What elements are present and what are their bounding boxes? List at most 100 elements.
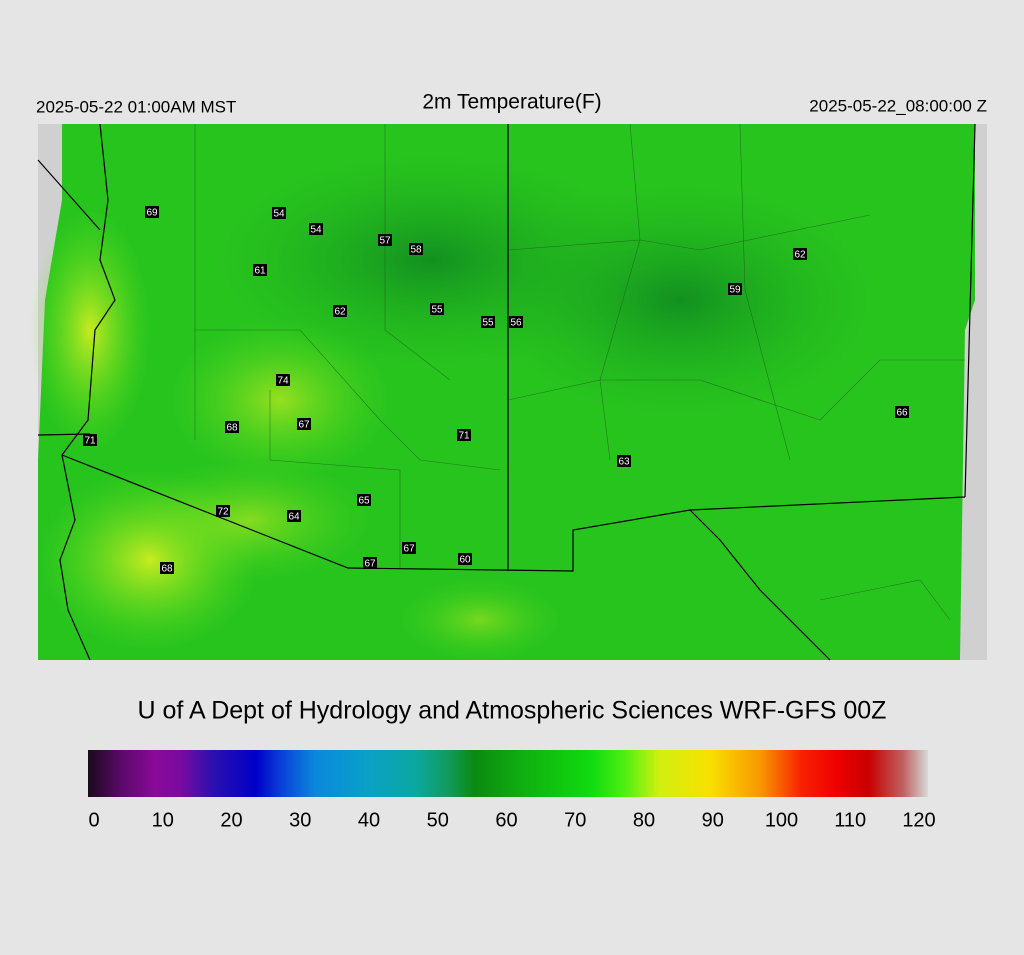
station-box (378, 234, 392, 246)
station-box (287, 510, 301, 522)
station: 67 (402, 542, 416, 555)
station-value: 69 (146, 208, 158, 219)
station-value: 55 (482, 318, 494, 329)
station-box (457, 429, 471, 441)
station: 71 (457, 429, 471, 442)
colorbar-tick-label: 50 (427, 809, 449, 831)
station-box (160, 562, 174, 574)
station-box (509, 316, 523, 328)
station-value: 58 (410, 245, 422, 256)
station-value: 57 (379, 236, 391, 247)
station-value: 72 (217, 507, 229, 518)
station-labels: 69 54 54 57 58 61 62 55 55 56 62 59 74 68 67 71 71 63 66 65… (83, 206, 909, 575)
colorbar-tick-label: 90 (702, 809, 724, 831)
station: 62 (793, 248, 807, 261)
colorbar-tick-label: 40 (358, 809, 380, 831)
station-box (225, 421, 239, 433)
station-box (793, 248, 807, 260)
station: 55 (481, 316, 495, 329)
station-value: 54 (310, 225, 322, 236)
station-box (430, 303, 444, 315)
station: 65 (357, 494, 371, 507)
colorbar-tick-label: 60 (495, 809, 517, 831)
station: 71 (83, 434, 97, 447)
station-value: 56 (510, 318, 522, 329)
colorbar-tick-label: 0 (88, 809, 99, 831)
station: 62 (333, 305, 347, 318)
station-box (363, 557, 377, 569)
station: 64 (287, 510, 301, 523)
station: 69 (145, 206, 159, 219)
station-box (272, 207, 286, 219)
station: 56 (509, 316, 523, 329)
footer-credit: U of A Dept of Hydrology and Atmospheric… (138, 697, 887, 725)
station-box (83, 434, 97, 446)
station: 67 (297, 418, 311, 431)
station-box (309, 223, 323, 235)
colorbar-tick-label: 100 (765, 809, 798, 831)
station-value: 65 (358, 496, 370, 507)
station-box (145, 206, 159, 218)
map (30, 123, 987, 661)
station: 72 (216, 505, 230, 518)
station-value: 62 (334, 307, 346, 318)
station: 54 (272, 207, 286, 220)
station-value: 68 (226, 423, 238, 434)
map-title: 2m Temperature(F) (422, 91, 601, 114)
station: 60 (458, 553, 472, 566)
station-value: 67 (403, 544, 415, 555)
station-box (402, 542, 416, 554)
station-value: 60 (459, 555, 471, 566)
station-value: 67 (298, 420, 310, 431)
station-value: 63 (618, 457, 630, 468)
station-value: 71 (84, 436, 96, 447)
station-value: 59 (729, 285, 741, 296)
header-right: 2025-05-22_08:00:00 Z (809, 96, 987, 115)
station-box (333, 305, 347, 317)
station: 59 (728, 283, 742, 296)
colorbar-tick-label: 10 (152, 809, 174, 831)
colorbar-tick-label: 80 (633, 809, 655, 831)
station-value: 68 (161, 564, 173, 575)
colorbar-tick-label: 70 (564, 809, 586, 831)
station: 67 (363, 557, 377, 570)
station-box (458, 553, 472, 565)
colorbar-tick-label: 20 (220, 809, 242, 831)
station-box (297, 418, 311, 430)
station: 61 (253, 264, 267, 277)
station: 74 (276, 374, 290, 387)
station-box (276, 374, 290, 386)
station: 57 (378, 234, 392, 247)
station-value: 71 (458, 431, 470, 442)
station-box (216, 505, 230, 517)
station: 63 (617, 455, 631, 468)
colorbar-ticks: 0 10 20 30 40 50 60 70 80 90 100 110 120 (88, 797, 936, 831)
station: 58 (409, 243, 423, 256)
station-value: 54 (273, 209, 285, 220)
colorbar-tick-label: 30 (289, 809, 311, 831)
station-value: 64 (288, 512, 300, 523)
station-box (481, 316, 495, 328)
station-value: 67 (364, 559, 376, 570)
station-value: 61 (254, 266, 266, 277)
station-value: 62 (794, 250, 806, 261)
station-box (253, 264, 267, 276)
colorbar-tick-label: 120 (902, 809, 935, 831)
station: 66 (895, 406, 909, 419)
station-value: 66 (896, 408, 908, 419)
station: 68 (160, 562, 174, 575)
station-box (617, 455, 631, 467)
colorbar-tick-label: 110 (834, 809, 866, 831)
station-value: 74 (277, 376, 289, 387)
station: 55 (430, 303, 444, 316)
station: 54 (309, 223, 323, 236)
colorbar (88, 750, 928, 797)
station-value: 55 (431, 305, 443, 316)
station-box (357, 494, 371, 506)
station-box (728, 283, 742, 295)
station-box (895, 406, 909, 418)
station-box (409, 243, 423, 255)
header-left: 2025-05-22 01:00AM MST (36, 97, 236, 116)
station: 68 (225, 421, 239, 434)
